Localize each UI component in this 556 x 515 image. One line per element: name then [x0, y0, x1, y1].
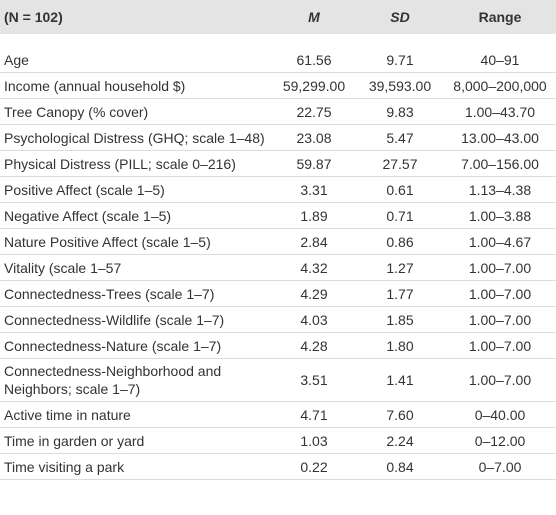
value-cell: 1.85 — [356, 306, 444, 333]
value-cell: 1.00–7.00 — [444, 358, 556, 402]
value-cell: 23.08 — [272, 124, 356, 151]
value-cell: 1.00–4.67 — [444, 228, 556, 255]
table-row: Connectedness-Nature (scale 1–7) 4.28 1.80… — [0, 332, 556, 359]
value-cell: 1.00–7.00 — [444, 306, 556, 333]
value-cell: 1.89 — [272, 202, 356, 229]
table-row: Vitality (scale 1–57 4.32 1.27 1.00–7.00 — [0, 254, 556, 281]
value-cell: 4.29 — [272, 280, 356, 307]
value-cell: 0–40.00 — [444, 401, 556, 428]
value-cell: 61.56 — [272, 34, 356, 73]
header-cell: SD — [356, 0, 444, 34]
value-cell: 9.83 — [356, 98, 444, 125]
table-row: Connectedness-Wildlife (scale 1–7) 4.03 1.… — [0, 306, 556, 333]
value-cell: 0–7.00 — [444, 453, 556, 480]
table-body: Age 61.56 9.71 40–91 Income (annual househol… — [0, 34, 556, 480]
table-row: Connectedness-Trees (scale 1–7) 4.29 1.77 1… — [0, 280, 556, 307]
value-cell: 0.61 — [356, 176, 444, 203]
table-row: Time in garden or yard 1.03 2.24 0–12.00 — [0, 427, 556, 454]
value-cell: 1.00–3.88 — [444, 202, 556, 229]
value-cell: 1.13–4.38 — [444, 176, 556, 203]
value-cell: 4.28 — [272, 332, 356, 359]
value-cell: 5.47 — [356, 124, 444, 151]
value-cell: 8,000–200,000 — [444, 72, 556, 99]
table-row: Connectedness-Neighborhood and Neighbors… — [0, 358, 556, 402]
table-row: Negative Affect (scale 1–5) 1.89 0.71 1.00–… — [0, 202, 556, 229]
value-cell: 0.71 — [356, 202, 444, 229]
variable-cell: Nature Positive Affect (scale 1–5) — [0, 228, 272, 255]
value-cell: 59.87 — [272, 150, 356, 177]
variable-cell: Time visiting a park — [0, 453, 272, 480]
value-cell: 2.84 — [272, 228, 356, 255]
value-cell: 3.31 — [272, 176, 356, 203]
value-cell: 1.00–7.00 — [444, 280, 556, 307]
table-row: Nature Positive Affect (scale 1–5) 2.84 0.… — [0, 228, 556, 255]
variable-cell: Active time in nature — [0, 401, 272, 428]
value-cell: 0.22 — [272, 453, 356, 480]
value-cell: 1.00–7.00 — [444, 332, 556, 359]
value-cell: 2.24 — [356, 427, 444, 454]
variable-cell: Physical Distress (PILL; scale 0–216) — [0, 150, 272, 177]
variable-cell: Time in garden or yard — [0, 427, 272, 454]
value-cell: 4.32 — [272, 254, 356, 281]
variable-cell: Age — [0, 34, 272, 73]
value-cell: 59,299.00 — [272, 72, 356, 99]
table-header: (N = 102) M SD Range — [0, 0, 556, 34]
variable-cell: Vitality (scale 1–57 — [0, 254, 272, 281]
value-cell: 0–12.00 — [444, 427, 556, 454]
stats-table: (N = 102) M SD Range Age 61.56 9.71 40–91 In… — [0, 0, 556, 480]
header-row: (N = 102) M SD Range — [0, 0, 556, 34]
value-cell: 1.03 — [272, 427, 356, 454]
variable-cell: Psychological Distress (GHQ; scale 1–48) — [0, 124, 272, 151]
value-cell: 4.03 — [272, 306, 356, 333]
value-cell: 22.75 — [272, 98, 356, 125]
value-cell: 4.71 — [272, 401, 356, 428]
variable-cell: Connectedness-Nature (scale 1–7) — [0, 332, 272, 359]
table-row: Positive Affect (scale 1–5) 3.31 0.61 1.13–… — [0, 176, 556, 203]
variable-cell: Positive Affect (scale 1–5) — [0, 176, 272, 203]
value-cell: 13.00–43.00 — [444, 124, 556, 151]
value-cell: 1.80 — [356, 332, 444, 359]
value-cell: 0.86 — [356, 228, 444, 255]
table-row: Psychological Distress (GHQ; scale 1–48)… — [0, 124, 556, 151]
table-row: Tree Canopy (% cover) 22.75 9.83 1.00–43.70 — [0, 98, 556, 125]
value-cell: 27.57 — [356, 150, 444, 177]
header-cell: (N = 102) — [0, 0, 272, 34]
value-cell: 1.27 — [356, 254, 444, 281]
table-row: Physical Distress (PILL; scale 0–216) 59.… — [0, 150, 556, 177]
value-cell: 1.00–7.00 — [444, 254, 556, 281]
table-row: Age 61.56 9.71 40–91 — [0, 34, 556, 73]
value-cell: 39,593.00 — [356, 72, 444, 99]
header-cell: M — [272, 0, 356, 34]
variable-cell: Connectedness-Neighborhood and Neighbors… — [0, 358, 272, 402]
value-cell: 3.51 — [272, 358, 356, 402]
value-cell: 40–91 — [444, 34, 556, 73]
value-cell: 1.41 — [356, 358, 444, 402]
value-cell: 9.71 — [356, 34, 444, 73]
header-cell: Range — [444, 0, 556, 34]
table-row: Time visiting a park 0.22 0.84 0–7.00 — [0, 453, 556, 480]
variable-cell: Tree Canopy (% cover) — [0, 98, 272, 125]
variable-cell: Negative Affect (scale 1–5) — [0, 202, 272, 229]
value-cell: 1.00–43.70 — [444, 98, 556, 125]
variable-cell: Connectedness-Wildlife (scale 1–7) — [0, 306, 272, 333]
variable-cell: Income (annual household $) — [0, 72, 272, 99]
value-cell: 0.84 — [356, 453, 444, 480]
table-row: Active time in nature 4.71 7.60 0–40.00 — [0, 401, 556, 428]
table-row: Income (annual household $) 59,299.00 39,5… — [0, 72, 556, 99]
value-cell: 1.77 — [356, 280, 444, 307]
value-cell: 7.00–156.00 — [444, 150, 556, 177]
value-cell: 7.60 — [356, 401, 444, 428]
variable-cell: Connectedness-Trees (scale 1–7) — [0, 280, 272, 307]
